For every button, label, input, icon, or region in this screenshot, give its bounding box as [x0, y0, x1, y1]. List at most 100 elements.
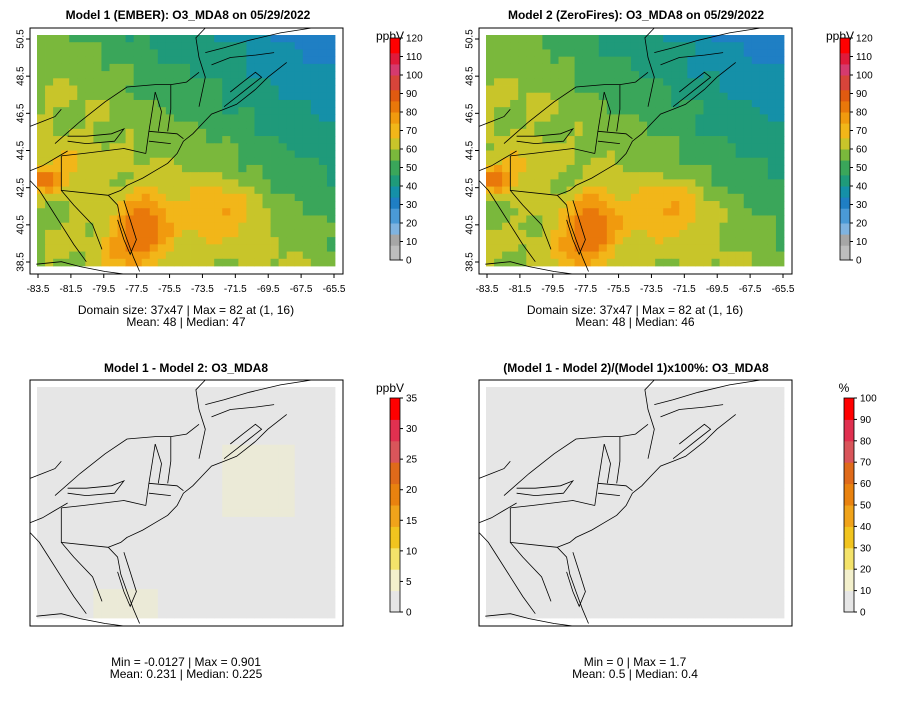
grid-cell — [703, 437, 712, 446]
grid-cell — [526, 387, 535, 395]
grid-cell — [206, 237, 215, 245]
grid-cell — [246, 172, 255, 180]
grid-cell — [687, 387, 696, 395]
grid-cell — [310, 121, 320, 130]
grid-cell — [238, 553, 247, 561]
grid-cell — [310, 237, 320, 245]
grid-cell — [590, 430, 600, 438]
grid-cell — [37, 201, 46, 209]
grid-cell — [630, 143, 640, 151]
grid-cell — [222, 164, 231, 173]
grid-cell — [117, 150, 126, 159]
grid-cell — [630, 186, 640, 195]
grid-cell — [133, 92, 143, 101]
grid-cell — [125, 56, 135, 65]
grid-cell — [254, 610, 263, 619]
grid-cell — [53, 444, 62, 453]
grid-cell — [302, 179, 312, 187]
grid-cell — [238, 502, 247, 511]
grid-cell — [518, 466, 527, 475]
grid-cell — [173, 560, 183, 568]
grid-cell — [518, 99, 527, 108]
grid-cell — [93, 107, 102, 115]
grid-cell — [751, 473, 761, 482]
grid-cell — [246, 99, 255, 108]
grid-cell — [222, 143, 231, 151]
grid-cell — [198, 444, 207, 453]
grid-cell — [173, 85, 183, 94]
grid-cell — [117, 128, 126, 137]
grid-cell — [310, 215, 320, 224]
grid-cell — [101, 459, 110, 467]
grid-cell — [566, 451, 575, 460]
grid-cell — [630, 56, 640, 65]
grid-cell — [639, 92, 648, 101]
grid-cell — [206, 596, 215, 604]
grid-cell — [214, 394, 223, 402]
grid-cell — [270, 524, 280, 532]
colorbar-segment — [390, 178, 400, 183]
grid-cell — [671, 150, 680, 159]
grid-cell — [598, 172, 608, 180]
grid-cell — [711, 229, 720, 238]
grid-cell — [598, 251, 608, 260]
grid-cell — [727, 415, 737, 424]
grid-cell — [582, 150, 592, 159]
x-tick-label: -81.5 — [508, 284, 531, 295]
grid-cell — [77, 394, 86, 402]
grid-cell — [181, 222, 191, 231]
grid-cell — [566, 473, 575, 482]
grid-cell — [141, 92, 151, 101]
grid-cell — [302, 258, 312, 267]
grid-cell — [117, 42, 126, 50]
grid-cell — [149, 567, 159, 576]
grid-cell — [510, 509, 519, 518]
grid-cell — [141, 589, 151, 597]
grid-cell — [630, 49, 640, 58]
grid-cell — [550, 553, 559, 561]
grid-cell — [326, 394, 336, 402]
grid-cell — [630, 545, 640, 554]
grid-cell — [663, 531, 672, 539]
stats-line-1: Domain size: 37x47 | Max = 82 at (1, 16) — [78, 303, 294, 317]
grid-cell — [53, 437, 62, 446]
grid-cell — [133, 49, 143, 58]
grid-cell — [639, 222, 648, 231]
grid-cell — [278, 459, 288, 467]
grid-cell — [494, 244, 503, 252]
grid-cell — [310, 502, 320, 511]
grid-cell — [775, 136, 785, 144]
grid-cell — [278, 121, 288, 130]
grid-cell — [262, 150, 271, 159]
grid-cell — [655, 164, 664, 173]
grid-cell — [53, 509, 62, 518]
grid-cell — [655, 451, 664, 460]
grid-cell — [53, 49, 62, 58]
grid-cell — [775, 480, 785, 489]
grid-cell — [302, 49, 312, 58]
grid-cell — [69, 157, 78, 166]
grid-cell — [173, 444, 183, 453]
grid-cell — [206, 581, 215, 590]
grid-cell — [53, 35, 62, 43]
grid-cell — [109, 423, 118, 431]
grid-cell — [614, 415, 624, 424]
grid-cell — [77, 495, 86, 503]
grid-cell — [486, 459, 495, 467]
grid-cell — [550, 430, 559, 438]
grid-cell — [703, 251, 712, 260]
grid-cell — [302, 107, 312, 115]
grid-cell — [606, 215, 616, 224]
grid-cell — [622, 553, 632, 561]
grid-cell — [37, 136, 46, 144]
grid-cell — [286, 444, 296, 453]
grid-cell — [149, 516, 159, 525]
grid-cell — [173, 415, 183, 424]
grid-cell — [262, 423, 271, 431]
grid-cell — [181, 258, 191, 267]
grid-cell — [518, 451, 527, 460]
grid-cell — [109, 121, 118, 130]
grid-cell — [125, 201, 135, 209]
grid-cell — [735, 150, 745, 159]
grid-cell — [566, 107, 575, 115]
